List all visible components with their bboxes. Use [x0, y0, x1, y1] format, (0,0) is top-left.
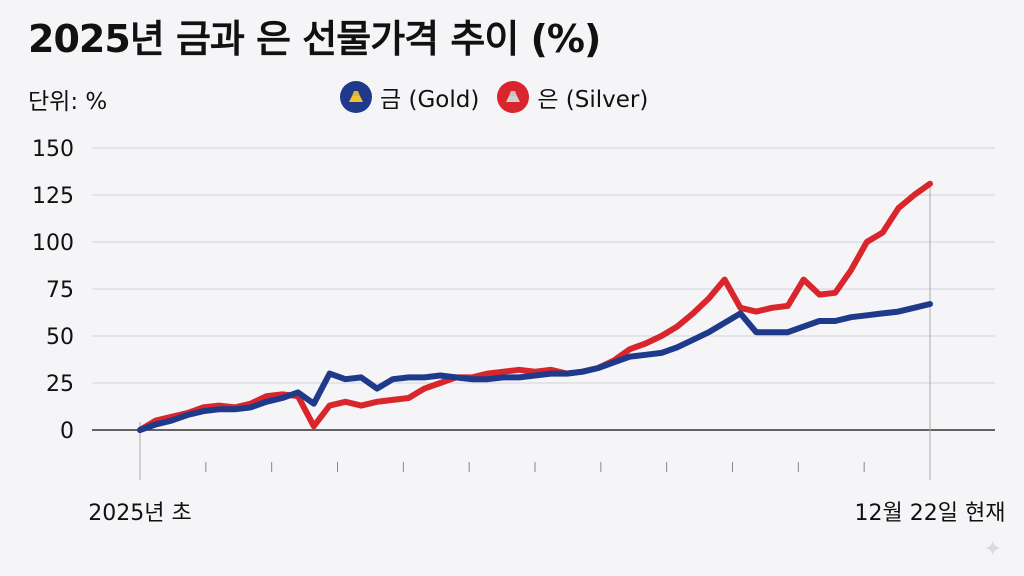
series-line-gold: [137, 301, 933, 433]
unit-label: 단위: %: [28, 89, 108, 115]
silver-bar-icon: [497, 81, 530, 113]
y-tick-label: 100: [32, 231, 74, 256]
gold-bar-icon: [340, 81, 372, 113]
legend: 금 (Gold) 은 (Silver): [340, 80, 648, 114]
sparkle-icon: ✦: [983, 537, 1002, 562]
legend-label-gold: 금 (Gold): [380, 87, 480, 113]
series-line-silver: [137, 180, 933, 433]
legend-item-silver: 은 (Silver): [497, 80, 648, 114]
y-tick-label: 125: [32, 184, 74, 209]
y-tick-label: 0: [60, 419, 74, 444]
y-tick-label: 25: [46, 372, 74, 397]
y-tick-label: 150: [32, 137, 74, 162]
legend-item-gold: 금 (Gold): [340, 80, 479, 114]
x-label-end: 12월 22일 현재: [855, 501, 1006, 526]
legend-label-silver: 은 (Silver): [537, 87, 649, 113]
y-tick-label: 75: [46, 278, 74, 303]
y-tick-label: 50: [46, 325, 74, 350]
chart-title: 2025년 금과 은 선물가격 추이 (%): [28, 17, 601, 61]
x-label-start: 2025년 초: [88, 501, 191, 526]
